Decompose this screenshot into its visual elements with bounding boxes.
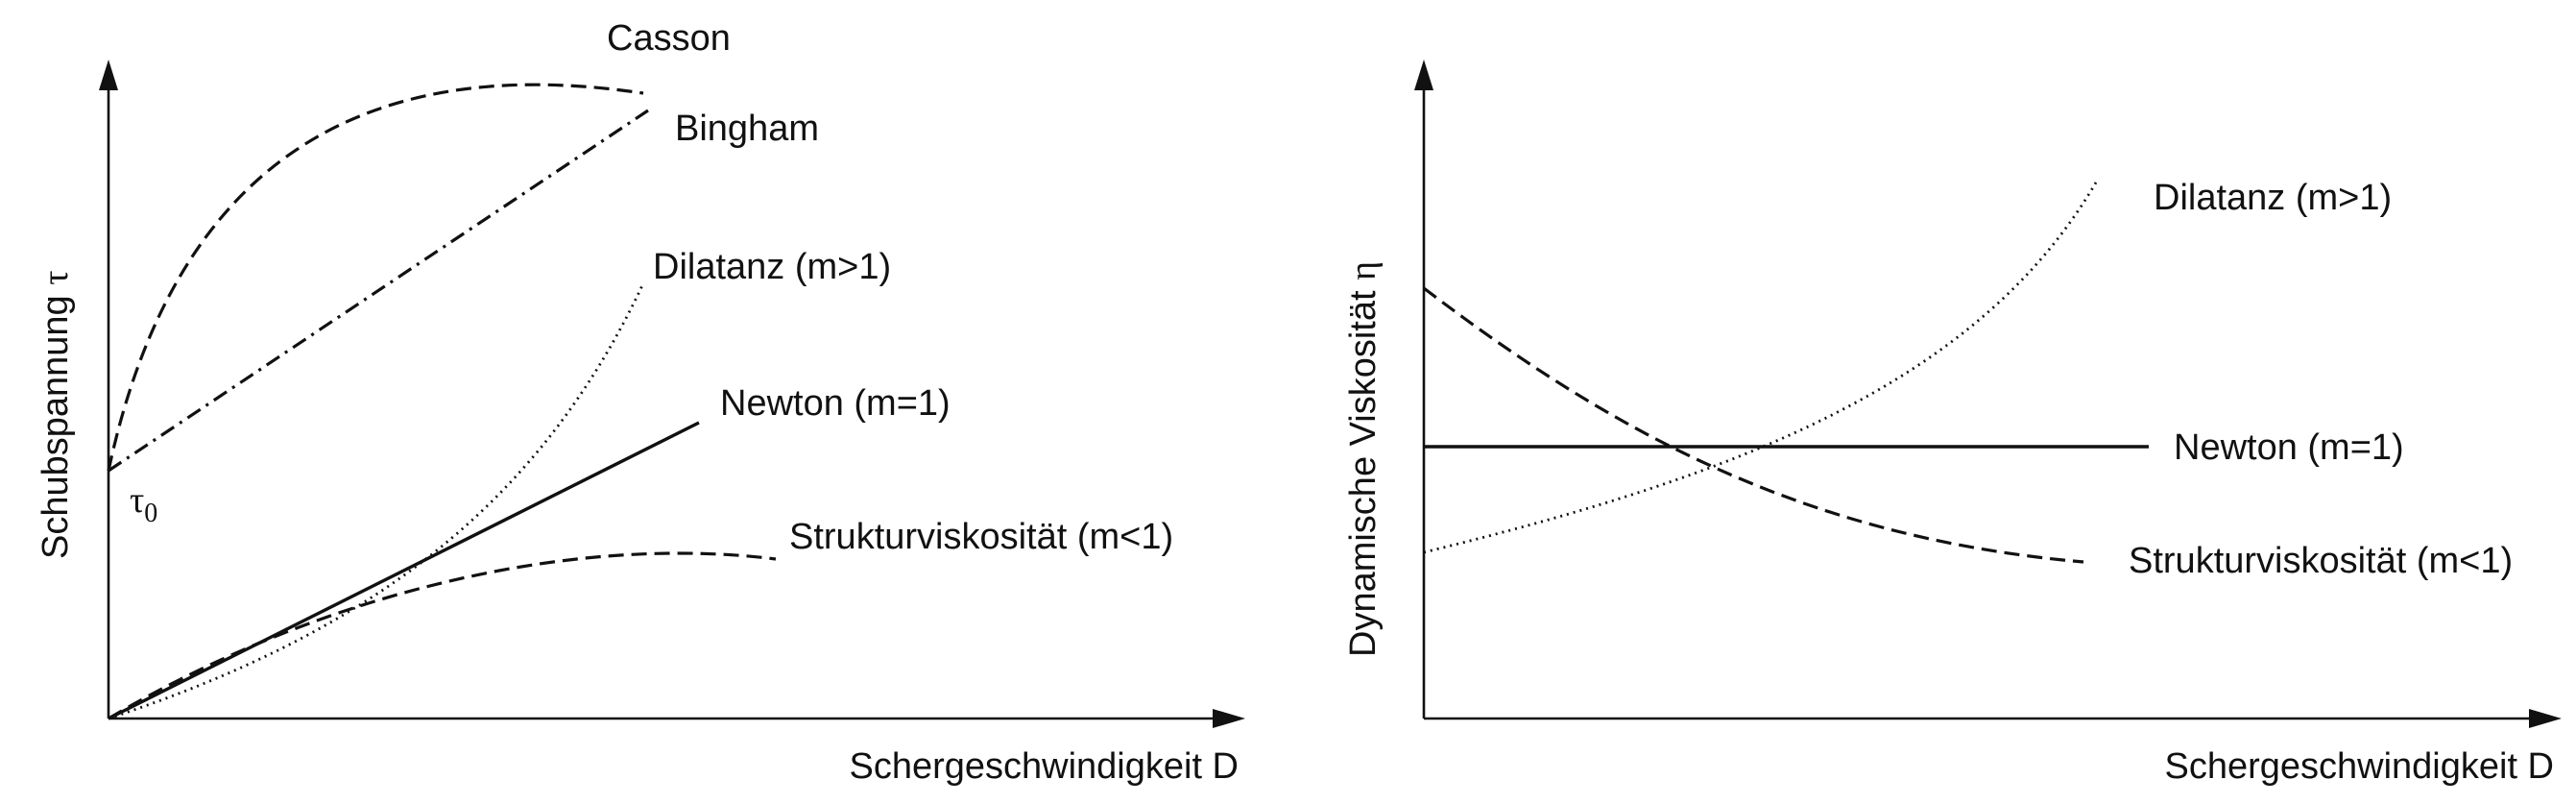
right-panel: Dilatanz (m>1) Newton (m=1) Strukturvisk…	[1343, 60, 2562, 787]
bingham-curve	[108, 109, 649, 473]
casson-label: Casson	[607, 18, 731, 59]
pseudoplastic-viscosity-curve	[1423, 286, 2084, 564]
right-y-axis-label-text: Dynamische Viskosität	[1343, 290, 1384, 657]
dilatant-curve	[108, 282, 645, 720]
yield-stress-label: τ0	[130, 480, 157, 528]
right-y-axis-label: Dynamische Viskosität η	[1343, 261, 1384, 657]
left-y-axis-arrowhead	[99, 60, 118, 90]
right-y-axis-arrowhead	[1414, 60, 1433, 90]
dilatant-label: Dilatanz (m>1)	[653, 247, 891, 287]
newton-curve	[108, 421, 700, 720]
pseudoplastic-curve	[108, 551, 777, 720]
right-x-axis-label: Schergeschwindigkeit D	[2164, 746, 2554, 787]
left-panel: Casson Bingham Dilatanz (m>1) Newton (m=…	[36, 18, 1245, 787]
casson-curve	[107, 83, 644, 472]
left-y-axis-symbol: τ	[36, 270, 76, 284]
right-y-axis-symbol: η	[1343, 261, 1384, 280]
left-x-axis-arrowhead	[1213, 709, 1245, 728]
left-x-axis-label: Schergeschwindigkeit D	[849, 746, 1239, 787]
right-dilatant-label: Dilatanz (m>1)	[2154, 178, 2392, 218]
right-x-axis-arrowhead	[2529, 709, 2562, 728]
left-y-axis-label: Schubspannung τ	[36, 270, 76, 559]
yield-stress-symbol: τ	[130, 480, 144, 521]
left-y-axis-label-text: Schubspannung	[36, 295, 76, 559]
yield-stress-subscript: 0	[144, 499, 157, 528]
pseudoplastic-label: Strukturviskosität (m<1)	[789, 517, 1173, 557]
right-newton-label: Newton (m=1)	[2174, 427, 2404, 468]
right-pseudoplastic-label: Strukturviskosität (m<1)	[2129, 541, 2513, 581]
newton-label: Newton (m=1)	[720, 383, 951, 424]
bingham-label: Bingham	[675, 109, 819, 149]
dilatant-viscosity-curve	[1423, 182, 2098, 554]
